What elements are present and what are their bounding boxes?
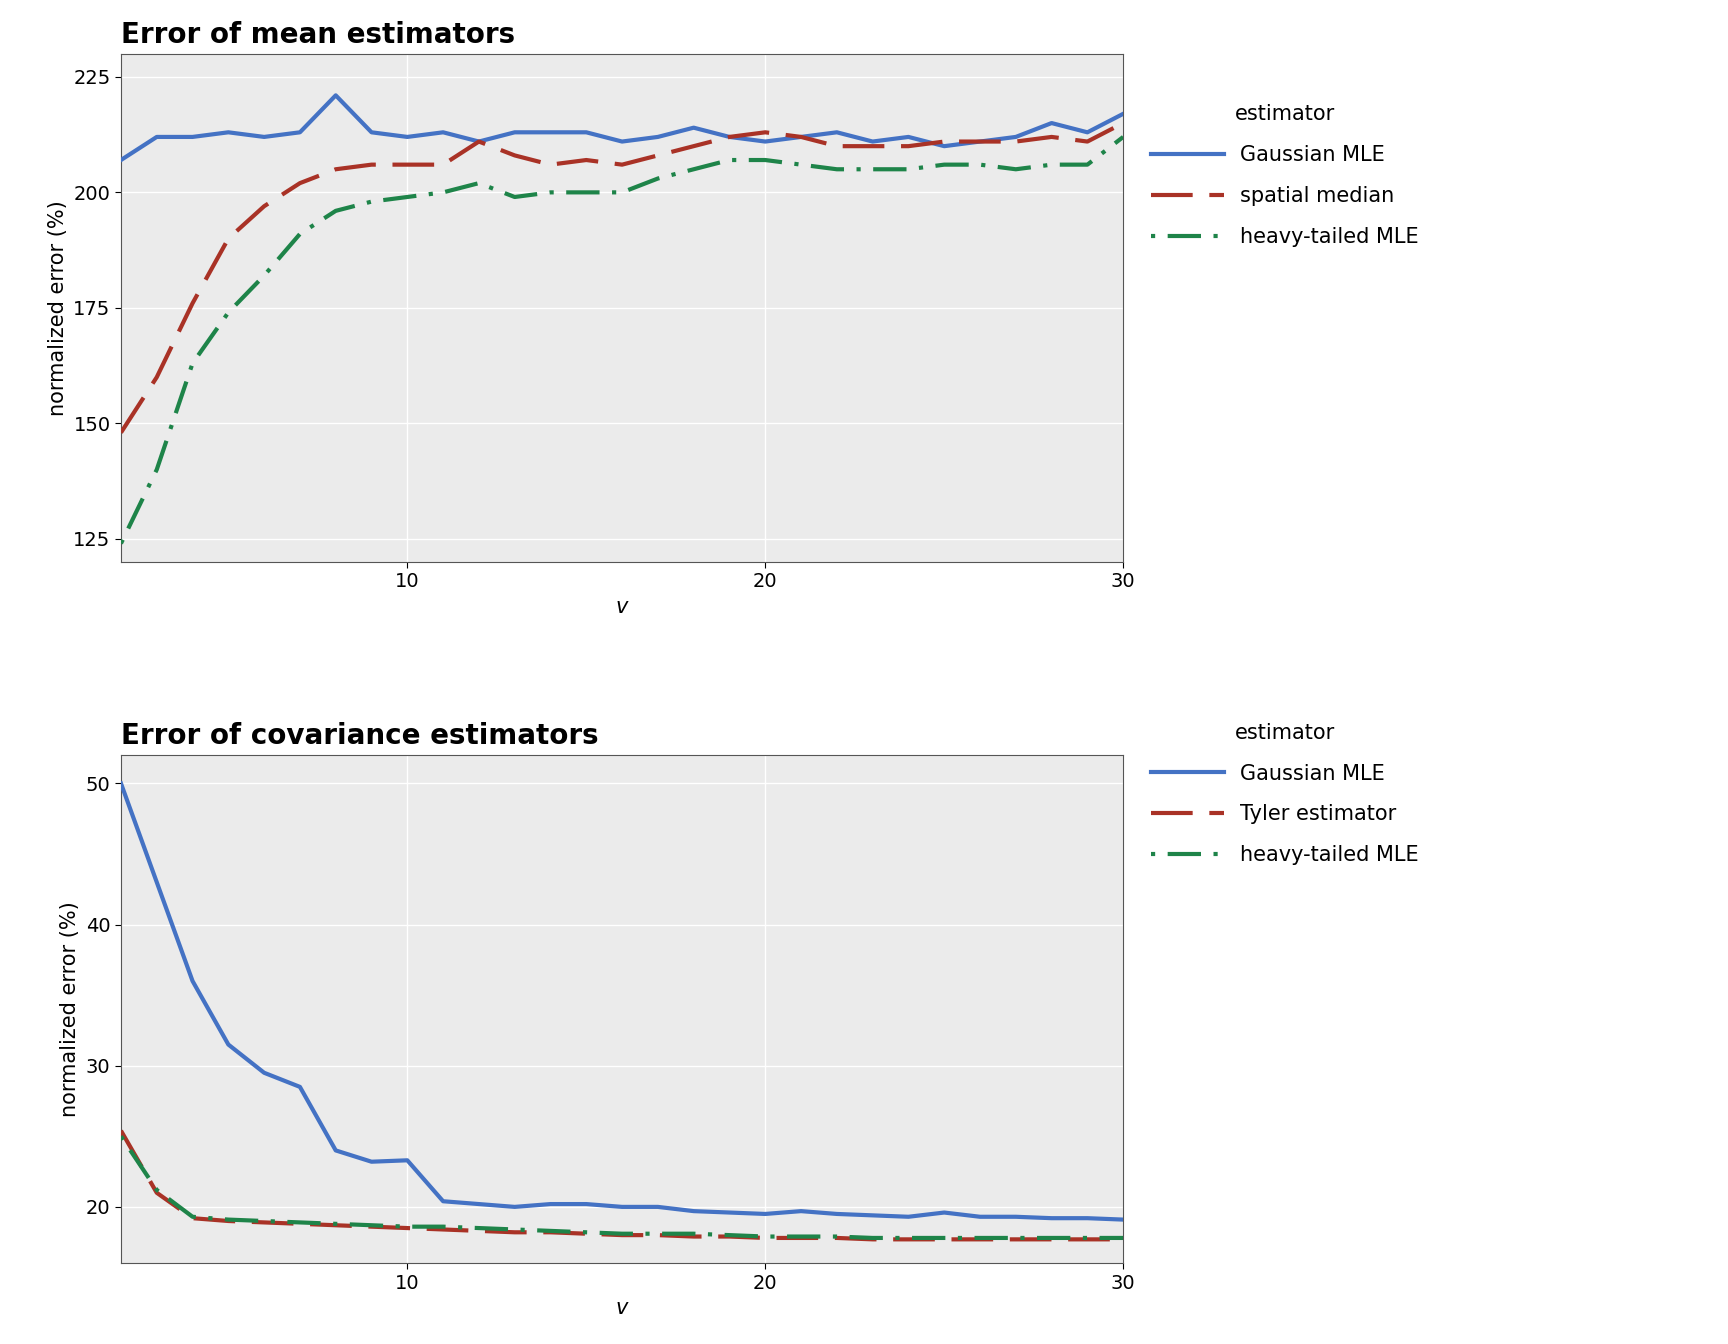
- Text: Error of covariance estimators: Error of covariance estimators: [121, 722, 598, 750]
- Y-axis label: normalized error (%): normalized error (%): [60, 902, 79, 1117]
- Y-axis label: normalized error (%): normalized error (%): [48, 200, 67, 415]
- Legend: Gaussian MLE, spatial median, heavy-tailed MLE: Gaussian MLE, spatial median, heavy-tail…: [1151, 105, 1419, 247]
- Legend: Gaussian MLE, Tyler estimator, heavy-tailed MLE: Gaussian MLE, Tyler estimator, heavy-tai…: [1151, 723, 1419, 866]
- X-axis label: v: v: [615, 1298, 629, 1318]
- Text: Error of mean estimators: Error of mean estimators: [121, 20, 515, 48]
- X-axis label: v: v: [615, 597, 629, 617]
